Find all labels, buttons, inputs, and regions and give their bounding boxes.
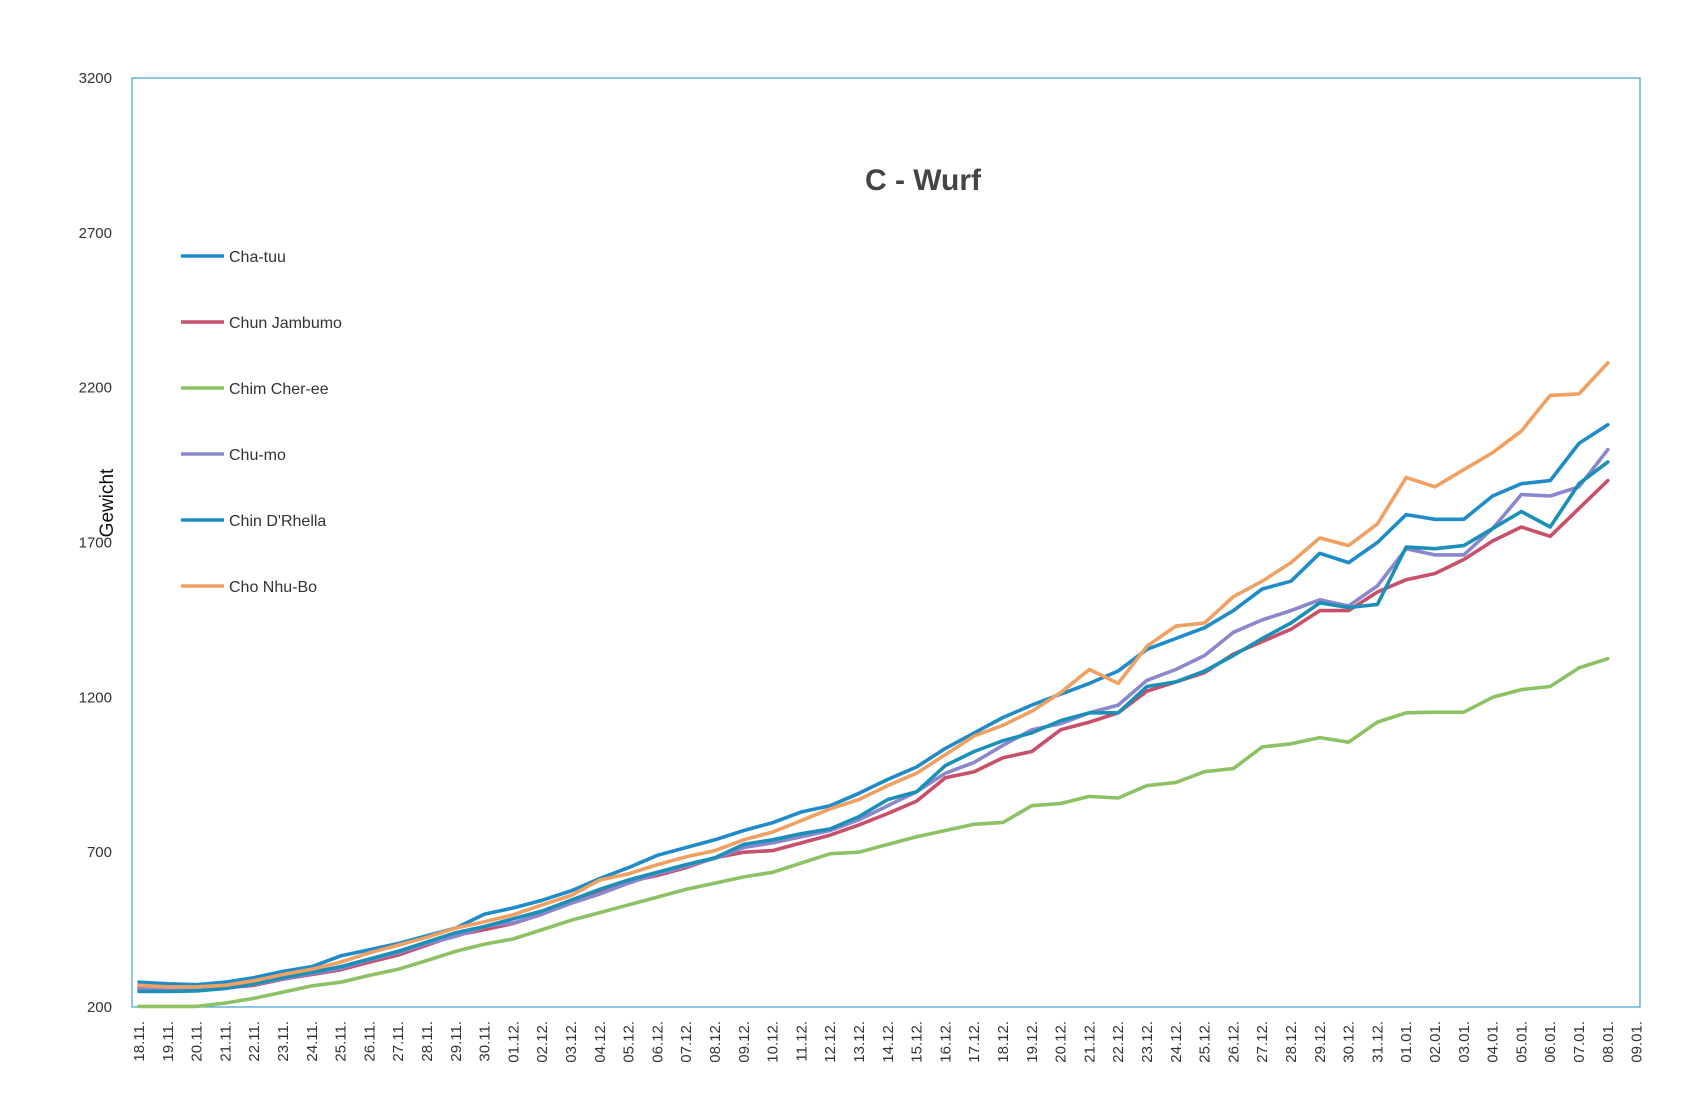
x-tick-label: 25.12.: [1197, 1021, 1214, 1063]
x-tick-label: 30.12.: [1341, 1021, 1358, 1063]
legend-label: Chim Cher-ee: [229, 381, 329, 398]
x-tick-label: 24.12.: [1168, 1021, 1185, 1063]
series-line-1: [137, 422, 1610, 987]
x-tick-label: 13.12.: [851, 1021, 868, 1063]
y-tick-label: 1200: [79, 689, 112, 706]
x-tick-label: 20.12.: [1053, 1021, 1070, 1063]
x-tick-label: 03.12.: [563, 1021, 580, 1063]
x-tick-label: 27.12.: [1254, 1021, 1271, 1063]
x-tick-label: 22.11.: [246, 1021, 263, 1062]
x-tick-label: 19.12.: [1024, 1021, 1041, 1063]
chart-title: C - Wurf: [865, 164, 982, 197]
x-tick-label: 29.11.: [448, 1021, 465, 1062]
x-tick-label: 08.12.: [707, 1021, 724, 1063]
legend-label: Cha-tuu: [229, 249, 286, 266]
x-tick-label: 07.01.: [1571, 1021, 1588, 1063]
x-tick-label: 05.12.: [621, 1021, 638, 1063]
x-tick-label: 15.12.: [909, 1021, 926, 1063]
series-line-5: [137, 460, 1610, 994]
x-tick-label: 07.12.: [678, 1021, 695, 1063]
legend-label: Chin D'Rhella: [229, 513, 326, 530]
x-tick-label: 09.01.: [1629, 1021, 1646, 1063]
x-tick-label: 02.01.: [1427, 1021, 1444, 1063]
x-tick-label: 12.12.: [822, 1021, 839, 1063]
x-tick-label: 16.12.: [937, 1021, 954, 1063]
x-tick-label: 23.11.: [275, 1021, 292, 1062]
x-tick-label: 14.12.: [880, 1021, 897, 1063]
x-tick-label: 28.12.: [1283, 1021, 1300, 1063]
plot-border: [131, 77, 1641, 1008]
x-tick-label: 09.12.: [736, 1021, 753, 1063]
x-tick-label: 26.12.: [1225, 1021, 1242, 1063]
x-tick-label: 20.11.: [189, 1021, 206, 1062]
y-tick-label: 200: [87, 999, 112, 1016]
x-tick-label: 05.01.: [1513, 1021, 1530, 1063]
series-line-3: [137, 656, 1610, 1009]
x-tick-label: 04.01.: [1485, 1021, 1502, 1063]
x-tick-label: 25.11.: [333, 1021, 350, 1062]
y-axis-ticks: 200 700 1200 1700 2200 2700 3200: [79, 70, 112, 1016]
x-tick-label: 30.11.: [477, 1021, 494, 1062]
x-tick-label: 22.12.: [1110, 1021, 1127, 1063]
x-tick-label: 18.12.: [995, 1021, 1012, 1063]
plot-area-frame: [131, 77, 1641, 1008]
x-tick-label: 27.11.: [390, 1021, 407, 1062]
x-tick-label: 01.12.: [505, 1021, 522, 1063]
x-tick-label: 26.11.: [361, 1021, 378, 1062]
x-tick-label: 19.11.: [160, 1021, 177, 1062]
legend-label: Cho Nhu-Bo: [229, 579, 317, 596]
x-tick-label: 02.12.: [534, 1021, 551, 1063]
legend: Cha-tuu Chun Jambumo Chim Cher-ee Chu-mo Chi…: [181, 249, 342, 596]
x-tick-label: 08.01.: [1600, 1021, 1617, 1063]
x-tick-label: 01.01.: [1398, 1021, 1415, 1063]
y-tick-label: 1700: [79, 535, 112, 552]
x-tick-label: 29.12.: [1312, 1021, 1329, 1063]
x-tick-label: 18.11.: [131, 1021, 148, 1062]
series-line-2: [137, 478, 1610, 991]
x-tick-label: 03.01.: [1456, 1021, 1473, 1063]
x-tick-label: 24.11.: [304, 1021, 321, 1062]
x-axis-ticks: 18.11. 19.11. 20.11. 21.11. 22.11. 23.11. 24.1…: [131, 1021, 1646, 1063]
x-tick-label: 11.12.: [793, 1021, 810, 1062]
y-tick-label: 3200: [79, 70, 112, 87]
x-tick-label: 21.12.: [1081, 1021, 1098, 1063]
legend-label: Chu-mo: [229, 447, 286, 464]
x-tick-label: 21.11.: [217, 1021, 234, 1062]
x-tick-label: 10.12.: [765, 1021, 782, 1063]
x-tick-label: 06.12.: [649, 1021, 666, 1063]
x-tick-label: 28.11.: [419, 1021, 436, 1062]
y-tick-label: 700: [87, 844, 112, 861]
x-tick-label: 06.01.: [1542, 1021, 1559, 1063]
series-line-6: [137, 361, 1610, 989]
x-tick-label: 17.12.: [966, 1021, 983, 1063]
y-tick-label: 2700: [79, 225, 112, 242]
x-tick-label: 04.12.: [592, 1021, 609, 1063]
y-tick-label: 2200: [79, 380, 112, 397]
x-tick-label: 23.12.: [1139, 1021, 1156, 1063]
legend-label: Chun Jambumo: [229, 315, 342, 332]
y-axis-title: Gewicht: [97, 468, 118, 537]
x-tick-label: 31.12.: [1369, 1021, 1386, 1063]
series-lines: [137, 361, 1610, 1009]
